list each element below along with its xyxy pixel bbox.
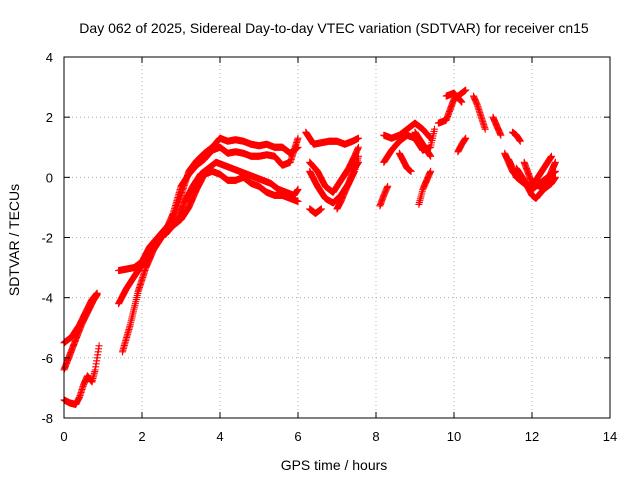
data-point — [551, 158, 559, 166]
data-point — [354, 143, 362, 151]
data-point — [294, 197, 302, 205]
x-tick-label: 12 — [525, 429, 539, 444]
y-axis-label: SDTVAR / TECUs — [6, 184, 22, 296]
data-point — [354, 158, 362, 166]
y-tick-label: 4 — [46, 50, 53, 65]
data-point — [458, 98, 466, 106]
data-point — [462, 134, 470, 142]
data-point — [516, 137, 524, 145]
x-tick-label: 6 — [294, 429, 301, 444]
data-point — [93, 291, 101, 299]
data-point — [317, 205, 325, 213]
x-tick-label: 4 — [216, 429, 223, 444]
data-point — [548, 152, 555, 160]
y-tick-label: -4 — [41, 291, 53, 306]
data-point — [431, 125, 438, 133]
data-point — [294, 185, 302, 193]
axis-ticks: 0 2 4 6 8 10 12 14 -8 -6 -4 -2 0 2 4 — [41, 50, 617, 444]
data-point — [354, 134, 362, 142]
x-tick-label: 2 — [138, 429, 145, 444]
data-point — [95, 342, 103, 350]
grid-lines — [64, 57, 610, 418]
x-tick-label: 14 — [603, 429, 617, 444]
data-point — [407, 167, 415, 175]
data-points — [60, 86, 559, 408]
y-tick-label: -6 — [41, 351, 53, 366]
data-point — [294, 134, 302, 142]
data-point — [384, 182, 392, 190]
y-tick-label: 2 — [46, 110, 53, 125]
data-point — [481, 125, 489, 133]
y-tick-label: 0 — [46, 170, 53, 185]
x-tick-label: 10 — [447, 429, 461, 444]
data-point — [551, 173, 559, 181]
data-point — [462, 86, 470, 94]
x-tick-label: 0 — [60, 429, 67, 444]
y-tick-label: -8 — [41, 411, 53, 426]
chart-title: Day 062 of 2025, Sidereal Day-to-day VTE… — [79, 20, 589, 36]
data-point — [427, 167, 435, 175]
x-axis-label: GPS time / hours — [281, 457, 388, 473]
data-point — [497, 131, 505, 139]
data-point — [427, 152, 435, 160]
x-tick-label: 8 — [372, 429, 379, 444]
y-tick-label: -2 — [41, 231, 53, 246]
